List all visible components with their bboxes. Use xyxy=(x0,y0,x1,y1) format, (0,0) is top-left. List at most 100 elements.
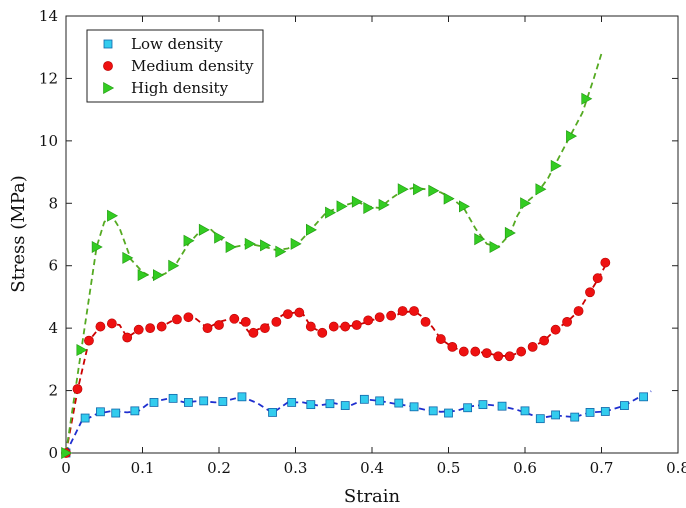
medium-density-marker xyxy=(351,320,362,330)
high-density-marker xyxy=(378,198,390,211)
x-tick-label: 0.5 xyxy=(437,459,461,477)
legend-medium-density-marker xyxy=(103,61,113,71)
high-density-marker xyxy=(566,130,578,143)
legend-high-density-marker xyxy=(103,81,115,95)
medium-density-marker xyxy=(84,335,94,346)
medium-density-marker xyxy=(202,323,213,334)
high-density-marker xyxy=(153,269,164,282)
axis-ticks: 0 0.1 0.2 0.3 0.4 0.5 0.6 0.7 0.8 0 2 4 6 8 10 12 14 xyxy=(39,7,686,477)
low-density-marker xyxy=(620,401,629,410)
medium-density-marker xyxy=(397,306,408,316)
medium-density-marker xyxy=(550,324,561,335)
low-density-marker xyxy=(325,399,335,409)
high-density-marker xyxy=(91,240,103,253)
medium-density-marker xyxy=(493,351,504,362)
low-density-marker xyxy=(639,392,648,402)
medium-density-marker xyxy=(458,346,469,357)
high-density-marker xyxy=(504,226,516,239)
medium-density-marker xyxy=(562,316,572,327)
medium-density-marker xyxy=(447,341,458,352)
legend-high-density-label: High density xyxy=(131,79,229,97)
medium-density-marker xyxy=(240,316,251,327)
x-tick-label: 0 xyxy=(61,459,71,477)
high-density-marker xyxy=(61,446,73,460)
high-density-marker xyxy=(325,206,337,219)
low-density-marker xyxy=(218,397,228,406)
high-density-marker xyxy=(122,251,134,264)
low-density-marker xyxy=(359,394,369,404)
high-density-marker xyxy=(581,92,593,105)
low-density-marker xyxy=(535,414,545,424)
low-density-marker xyxy=(570,412,580,422)
high-density-marker xyxy=(336,200,348,213)
y-tick-label: 8 xyxy=(48,194,58,212)
low-density-marker xyxy=(428,406,438,416)
high-density-marker xyxy=(244,237,256,250)
low-density-marker xyxy=(394,398,404,408)
medium-density-marker xyxy=(481,348,492,359)
medium-density-marker xyxy=(374,312,385,323)
low-density-marker xyxy=(80,413,90,423)
medium-density-marker xyxy=(409,306,419,316)
x-tick-label: 0.1 xyxy=(131,459,155,477)
high-density-marker xyxy=(225,240,237,253)
y-tick-label: 4 xyxy=(48,319,58,337)
high-density-marker xyxy=(520,197,532,210)
low-density-marker xyxy=(497,401,507,411)
low-density-marker xyxy=(96,407,105,417)
low-density-marker xyxy=(287,398,297,407)
y-axis-label: Stress (MPa) xyxy=(8,175,29,293)
medium-density-marker xyxy=(470,346,481,357)
high-density-marker xyxy=(413,183,425,196)
medium-density-marker xyxy=(72,384,83,394)
medium-density-marker xyxy=(294,307,305,318)
medium-density-marker xyxy=(282,309,293,319)
medium-density-marker xyxy=(435,334,446,344)
low-density-marker xyxy=(268,408,277,417)
high-density-marker xyxy=(474,233,486,246)
x-tick-label: 0.2 xyxy=(207,459,231,477)
low-density-marker xyxy=(237,392,247,402)
medium-density-marker xyxy=(386,310,397,321)
medium-density-marker xyxy=(133,324,144,335)
high-density-marker xyxy=(443,192,455,205)
medium-density-marker xyxy=(539,335,550,346)
medium-density-marker xyxy=(420,316,431,327)
high-density-marker xyxy=(489,240,501,253)
medium-density-marker xyxy=(172,314,182,325)
low-density-marker xyxy=(444,408,453,418)
high-density-marker xyxy=(397,183,409,196)
medium-density-marker xyxy=(214,320,224,330)
medium-density-marker xyxy=(271,316,282,327)
medium-density-marker xyxy=(363,315,374,326)
high-density-marker xyxy=(214,231,226,244)
low-density-marker xyxy=(130,406,140,416)
data-markers xyxy=(61,92,648,460)
medium-density-marker xyxy=(259,323,270,334)
legend-box xyxy=(86,29,264,103)
medium-density-marker xyxy=(592,273,603,284)
y-tick-label: 10 xyxy=(39,132,58,150)
high-density-marker xyxy=(428,184,440,197)
low-density-marker xyxy=(585,408,595,417)
x-axis-label: Strain xyxy=(344,486,401,507)
y-tick-label: 12 xyxy=(39,69,58,87)
medium-density-marker xyxy=(248,327,259,338)
high-density-marker xyxy=(290,237,302,250)
low-density-marker xyxy=(478,400,488,410)
low-density-marker xyxy=(306,400,316,410)
high-density-marker xyxy=(107,209,119,222)
legend-low-density-marker xyxy=(103,39,113,49)
high-density-marker xyxy=(458,200,470,213)
x-tick-label: 0.4 xyxy=(360,459,384,477)
high-density-marker xyxy=(550,159,562,172)
y-tick-label: 14 xyxy=(39,7,58,25)
legend-medium-density-label: Medium density xyxy=(131,57,254,75)
medium-density-marker xyxy=(317,327,328,338)
high-density-marker xyxy=(137,269,149,282)
medium-density-marker xyxy=(328,321,339,332)
high-density-marker xyxy=(535,183,547,196)
low-density-marker xyxy=(183,398,193,407)
low-density-marker xyxy=(199,396,209,406)
medium-density-marker xyxy=(585,287,595,298)
